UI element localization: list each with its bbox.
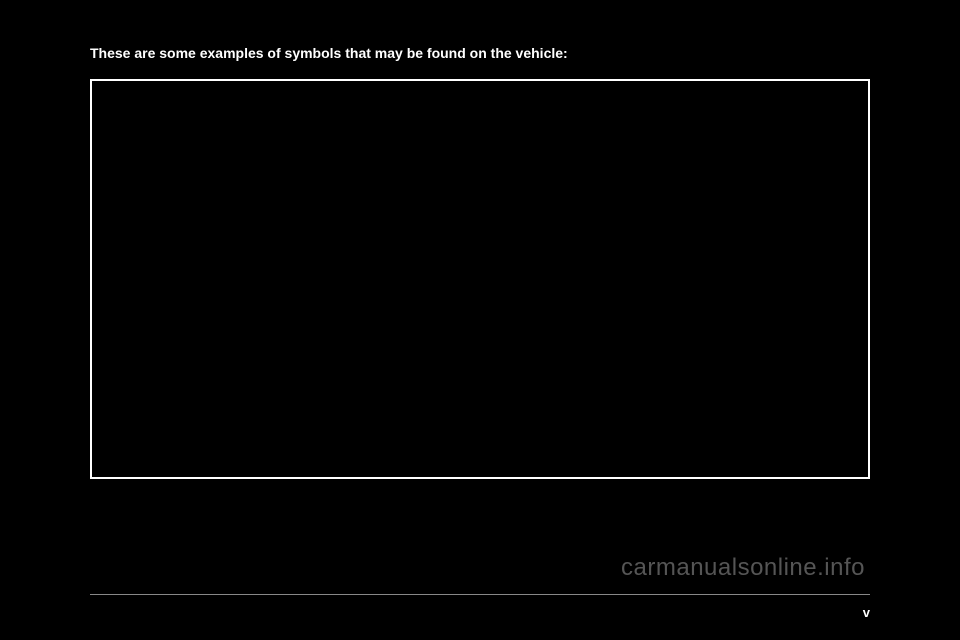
footer-divider [90,594,870,595]
page-content: These are some examples of symbols that … [90,45,870,479]
watermark-text: carmanualsonline.info [621,554,865,582]
heading-text: These are some examples of symbols that … [90,45,870,61]
page-number: v [863,605,870,620]
symbols-container [90,79,870,479]
